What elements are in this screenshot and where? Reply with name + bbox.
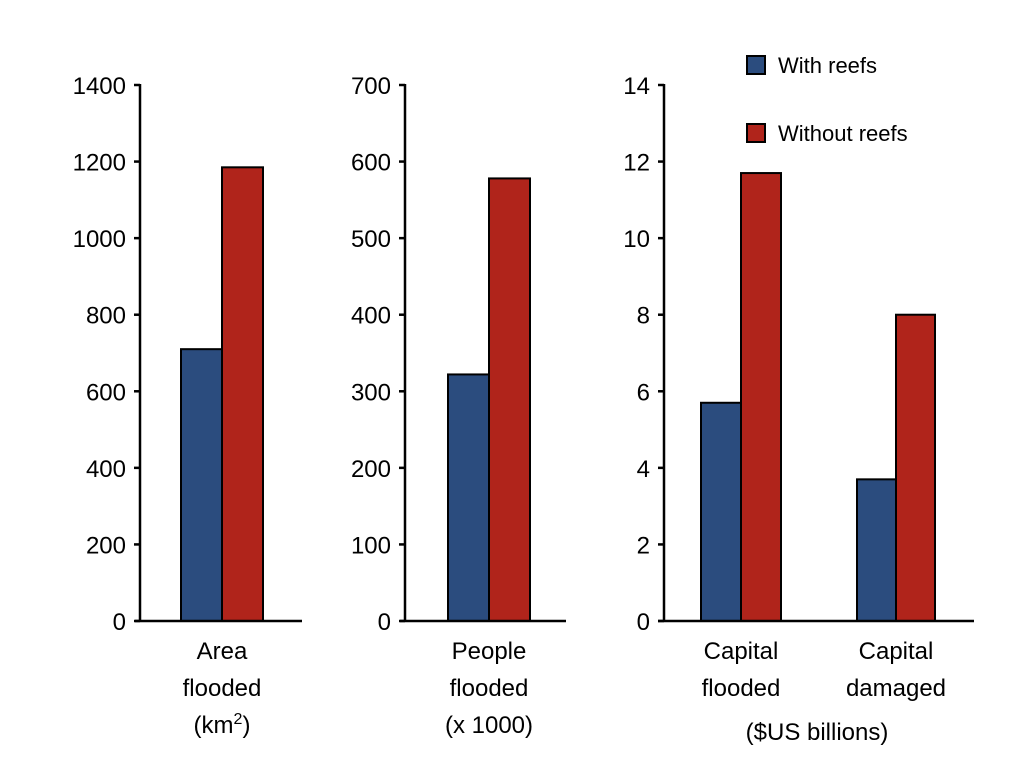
category-label: Capital: [859, 638, 934, 665]
y-tick-label: 400: [351, 303, 391, 330]
y-tick-label: 800: [86, 303, 126, 330]
legend-swatch: [746, 123, 766, 143]
y-tick-label: 1200: [73, 150, 126, 177]
category-label: flooded: [702, 675, 781, 702]
x-axis-label: ($US billions): [746, 719, 889, 746]
category-label: Area: [197, 638, 248, 665]
category-label: Capital: [704, 638, 779, 665]
y-tick-label: 700: [351, 73, 391, 100]
y-tick-label: 12: [623, 150, 650, 177]
y-tick-label: 0: [113, 609, 126, 636]
legend-label: With reefs: [778, 53, 877, 78]
category-label: flooded: [183, 675, 262, 702]
category-label: (km2): [194, 711, 251, 739]
y-tick-label: 0: [378, 609, 391, 636]
y-tick-label: 400: [86, 456, 126, 483]
y-tick-label: 1400: [73, 73, 126, 100]
bar-with-reefs: [856, 478, 897, 623]
y-tick-label: 200: [86, 532, 126, 559]
y-tick-label: 200: [351, 456, 391, 483]
category-label: flooded: [450, 675, 529, 702]
legend: With reefs Without reefs: [746, 53, 908, 146]
y-tick-label: 300: [351, 379, 391, 406]
category-label: People: [452, 638, 527, 665]
legend-swatch: [746, 55, 766, 75]
bar-without-reefs: [895, 313, 936, 622]
panel-2: People flooded (x 1000) 0 100 200 300 400 500 600…: [351, 73, 566, 739]
y-tick-label: 10: [623, 226, 650, 253]
bar-with-reefs: [180, 348, 223, 622]
category-label: damaged: [846, 675, 946, 702]
bar-without-reefs: [221, 166, 264, 622]
y-tick-label: 14: [623, 73, 650, 100]
legend-label: Without reefs: [778, 121, 908, 146]
bar-with-reefs: [447, 373, 490, 622]
bar-without-reefs: [488, 177, 531, 622]
y-tick-label: 600: [86, 379, 126, 406]
bar-with-reefs: [700, 401, 742, 622]
y-tick-label: 600: [351, 150, 391, 177]
y-tick-label: 8: [637, 303, 650, 330]
y-tick-label: 6: [637, 379, 650, 406]
y-tick-label: 2: [637, 532, 650, 559]
bar-without-reefs: [740, 172, 782, 623]
panel-3: Capital flooded Capital damaged 0 2 4 6 8 10 12 14 (…: [623, 73, 974, 746]
panel-1: Area flooded (km2) 0 200 400 600 800 1000 1200 140…: [73, 73, 302, 739]
category-label: (x 1000): [445, 712, 533, 739]
y-tick-label: 1000: [73, 226, 126, 253]
y-tick-label: 500: [351, 226, 391, 253]
y-tick-label: 4: [637, 456, 650, 483]
y-tick-label: 0: [637, 609, 650, 636]
y-tick-label: 100: [351, 532, 391, 559]
